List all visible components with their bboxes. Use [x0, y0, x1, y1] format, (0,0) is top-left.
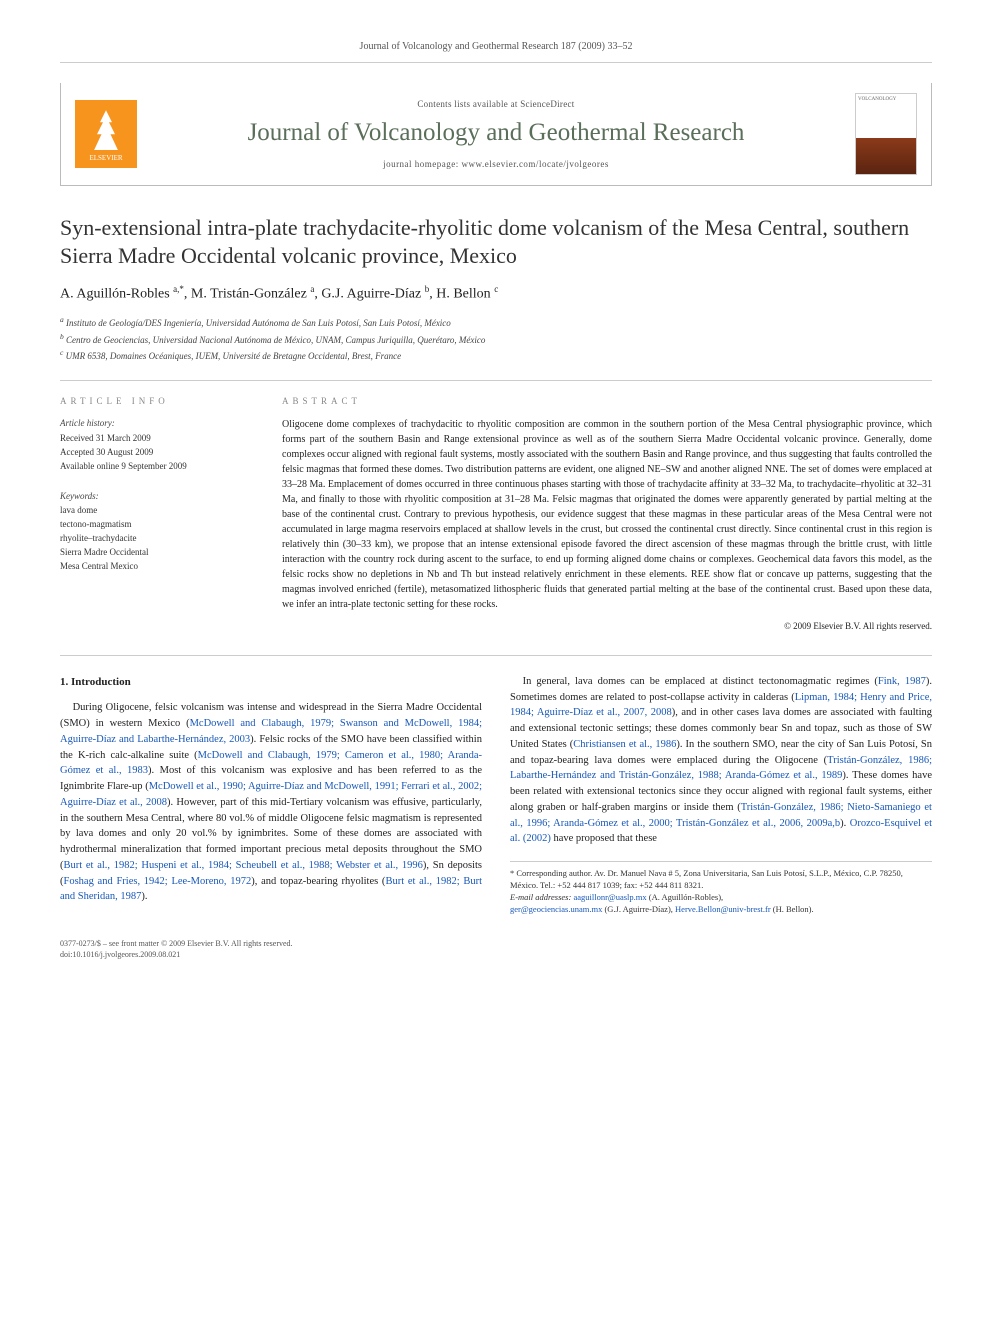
citation-link[interactable]: Christiansen et al., 1986	[573, 739, 676, 750]
emails-line: E-mail addresses: aaguillonr@uaslp.mx (A…	[510, 892, 932, 916]
keywords-block: Keywords: lava dome tectono-magmatism rh…	[60, 490, 250, 574]
citation-link[interactable]: Fink, 1987	[878, 676, 926, 687]
citation-link[interactable]: Foshag and Fries, 1942; Lee-Moreno, 1972	[64, 876, 252, 887]
journal-masthead: ELSEVIER Contents lists available at Sci…	[60, 83, 932, 186]
running-header: Journal of Volcanology and Geothermal Re…	[60, 40, 932, 63]
homepage-line: journal homepage: www.elsevier.com/locat…	[151, 158, 841, 171]
article-history: Received 31 March 2009 Accepted 30 Augus…	[60, 432, 250, 474]
body-text: In general, lava domes can be emplaced a…	[523, 676, 878, 687]
email-who: (G.J. Aguirre-Díaz),	[602, 904, 675, 914]
body-columns: 1. Introduction During Oligocene, felsic…	[60, 674, 932, 916]
intro-paragraph-1: During Oligocene, felsic volcanism was i…	[60, 700, 482, 905]
authors-line: A. Aguillón-Robles a,*, M. Tristán-Gonzá…	[60, 283, 932, 304]
history-accepted: Accepted 30 August 2009	[60, 446, 250, 460]
journal-cover-thumb: VOLCANOLOGY	[855, 93, 917, 175]
publisher-label: ELSEVIER	[89, 154, 122, 164]
email-link[interactable]: ger@geociencias.unam.mx	[510, 904, 602, 914]
keywords-list: lava dome tectono-magmatism rhyolite–tra…	[60, 504, 250, 574]
article-meta-section: ARTICLE INFO Article history: Received 3…	[60, 380, 932, 633]
abstract-text: Oligocene dome complexes of trachydaciti…	[282, 417, 932, 612]
body-text: have proposed that these	[551, 833, 657, 844]
elsevier-logo: ELSEVIER	[75, 100, 137, 168]
contents-text: Contents lists available at ScienceDirec…	[417, 99, 574, 109]
copyright-line: © 2009 Elsevier B.V. All rights reserved…	[282, 620, 932, 633]
keyword: Mesa Central Mexico	[60, 560, 250, 574]
keyword: Sierra Madre Occidental	[60, 546, 250, 560]
history-heading: Article history:	[60, 417, 250, 430]
masthead-center: Contents lists available at ScienceDirec…	[151, 98, 841, 170]
keyword: tectono-magmatism	[60, 518, 250, 532]
email-link[interactable]: Herve.Bellon@univ-brest.fr	[675, 904, 771, 914]
citation-link[interactable]: Burt et al., 1982; Huspeni et al., 1984;…	[64, 860, 423, 871]
section-divider	[60, 655, 932, 656]
journal-title: Journal of Volcanology and Geothermal Re…	[151, 115, 841, 150]
cover-label: VOLCANOLOGY	[858, 97, 896, 102]
body-text: ).	[141, 891, 147, 902]
emails-label: E-mail addresses:	[510, 892, 571, 902]
corr-author-text: * Corresponding author. Av. Dr. Manuel N…	[510, 868, 932, 892]
keywords-heading: Keywords:	[60, 490, 250, 503]
email-who: (H. Bellon).	[771, 904, 814, 914]
email-who: (A. Aguillón-Robles),	[647, 892, 724, 902]
intro-heading: 1. Introduction	[60, 674, 482, 691]
body-text: ).	[840, 818, 850, 829]
abstract-label: ABSTRACT	[282, 395, 932, 408]
affiliation-b: b Centro de Geociencias, Universidad Nac…	[60, 331, 932, 348]
keyword: lava dome	[60, 504, 250, 518]
intro-paragraph-2: In general, lava domes can be emplaced a…	[510, 674, 932, 847]
tree-icon	[91, 110, 121, 150]
doi-line: doi:10.1016/j.jvolgeores.2009.08.021	[60, 949, 932, 960]
abstract-column: ABSTRACT Oligocene dome complexes of tra…	[282, 395, 932, 633]
history-online: Available online 9 September 2009	[60, 460, 250, 474]
affiliations: a Instituto de Geología/DES Ingeniería, …	[60, 314, 932, 364]
page-footer-meta: 0377-0273/$ – see front matter © 2009 El…	[60, 938, 932, 960]
keyword: rhyolite–trachydacite	[60, 532, 250, 546]
issn-line: 0377-0273/$ – see front matter © 2009 El…	[60, 938, 932, 949]
history-received: Received 31 March 2009	[60, 432, 250, 446]
body-text: ), and topaz-bearing rhyolites (	[251, 876, 385, 887]
article-info-label: ARTICLE INFO	[60, 395, 250, 408]
affiliation-a: a Instituto de Geología/DES Ingeniería, …	[60, 314, 932, 331]
affiliation-c: c UMR 6538, Domaines Océaniques, IUEM, U…	[60, 347, 932, 364]
contents-line: Contents lists available at ScienceDirec…	[151, 98, 841, 111]
corresponding-author-footnote: * Corresponding author. Av. Dr. Manuel N…	[510, 861, 932, 916]
email-link[interactable]: aaguillonr@uaslp.mx	[573, 892, 646, 902]
article-title: Syn-extensional intra-plate trachydacite…	[60, 214, 932, 269]
article-info-column: ARTICLE INFO Article history: Received 3…	[60, 395, 250, 633]
